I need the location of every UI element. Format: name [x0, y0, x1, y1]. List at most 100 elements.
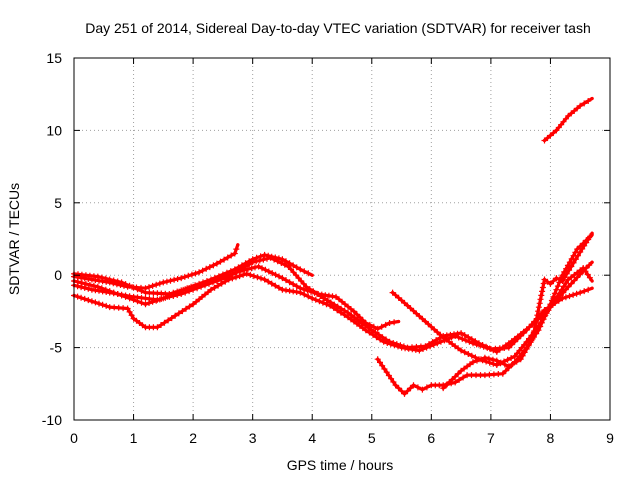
data-point [90, 299, 94, 303]
data-point [575, 247, 579, 251]
x-axis-label: GPS time / hours [287, 457, 394, 473]
data-point [471, 360, 475, 364]
data-point [280, 288, 284, 292]
data-point [132, 295, 136, 299]
data-point [590, 231, 594, 235]
x-tick-label: 6 [427, 430, 435, 446]
data-point [566, 285, 570, 289]
series-track-5 [71, 270, 594, 354]
data-point [334, 295, 338, 299]
series-line [441, 231, 594, 390]
data-point [423, 319, 427, 324]
data-point [525, 328, 529, 332]
data-point [420, 388, 424, 392]
data-point [560, 273, 565, 277]
data-point [251, 260, 255, 264]
x-tick-label: 5 [368, 430, 376, 446]
data-point [376, 357, 380, 361]
data-point [155, 298, 159, 302]
data-point [155, 325, 159, 329]
data-point [542, 277, 547, 282]
data-point [578, 291, 582, 295]
x-tick-label: 2 [189, 430, 197, 446]
data-point [453, 380, 457, 384]
data-point [566, 114, 570, 118]
data-point [310, 273, 314, 277]
data-point [531, 337, 535, 341]
data-point [441, 335, 445, 340]
data-point [548, 282, 553, 286]
series-layer [71, 96, 594, 397]
data-point [310, 296, 314, 300]
data-point [382, 340, 386, 344]
tick-layer: 0 1 2 3 4 5 6 7 8 9 -10 -5 0 5 10 15 [42, 50, 614, 446]
data-point [394, 383, 398, 387]
data-point [346, 311, 350, 315]
data-point [459, 331, 463, 335]
data-point [507, 364, 511, 368]
data-point [108, 305, 112, 309]
data-point [215, 262, 219, 266]
y-tick-label: 0 [54, 267, 62, 283]
data-point [525, 340, 529, 344]
data-point [519, 357, 523, 361]
data-point [304, 285, 308, 289]
data-point [548, 302, 553, 306]
data-point [346, 315, 350, 319]
data-point [560, 296, 565, 300]
data-point [411, 383, 416, 387]
data-point [459, 369, 463, 373]
data-point [376, 327, 380, 331]
y-tick-label: 5 [54, 195, 62, 211]
data-point [209, 288, 213, 292]
data-point [161, 280, 165, 284]
data-point [417, 348, 421, 353]
data-point [322, 296, 326, 300]
y-tick-label: -10 [42, 412, 62, 428]
data-point [542, 138, 547, 143]
data-point [397, 319, 401, 324]
data-point [402, 392, 407, 396]
x-tick-label: 1 [130, 430, 138, 446]
data-point [405, 304, 410, 308]
data-point [90, 277, 94, 282]
data-point [132, 317, 136, 321]
series-markers [374, 234, 593, 397]
data-point [298, 286, 302, 290]
data-point [370, 328, 374, 332]
data-point [263, 277, 267, 282]
data-point [507, 346, 511, 350]
data-point [328, 304, 332, 308]
data-point [179, 276, 183, 280]
data-point [143, 302, 148, 306]
series-line [542, 96, 594, 143]
data-point [501, 372, 505, 376]
data-point [578, 250, 582, 254]
data-point [236, 243, 240, 247]
data-point [400, 346, 404, 350]
series-track-9 [541, 96, 594, 144]
data-point [263, 253, 267, 257]
data-point [203, 283, 207, 287]
data-point [566, 277, 570, 282]
data-point [429, 383, 433, 387]
x-tick-label: 7 [487, 430, 495, 446]
data-point [495, 363, 499, 367]
data-point [483, 373, 487, 377]
data-point [441, 386, 445, 390]
data-point [286, 264, 290, 269]
data-point [227, 277, 231, 282]
data-point [268, 256, 273, 260]
data-point [298, 291, 302, 295]
data-point [108, 291, 112, 295]
series-track-8 [440, 231, 594, 392]
data-point [233, 251, 237, 256]
data-point [191, 302, 195, 306]
data-point [542, 308, 547, 312]
data-point [143, 325, 148, 329]
data-point [96, 285, 100, 289]
y-tick-label: 15 [46, 50, 62, 66]
plot-frame [73, 57, 611, 421]
data-point [536, 328, 541, 332]
